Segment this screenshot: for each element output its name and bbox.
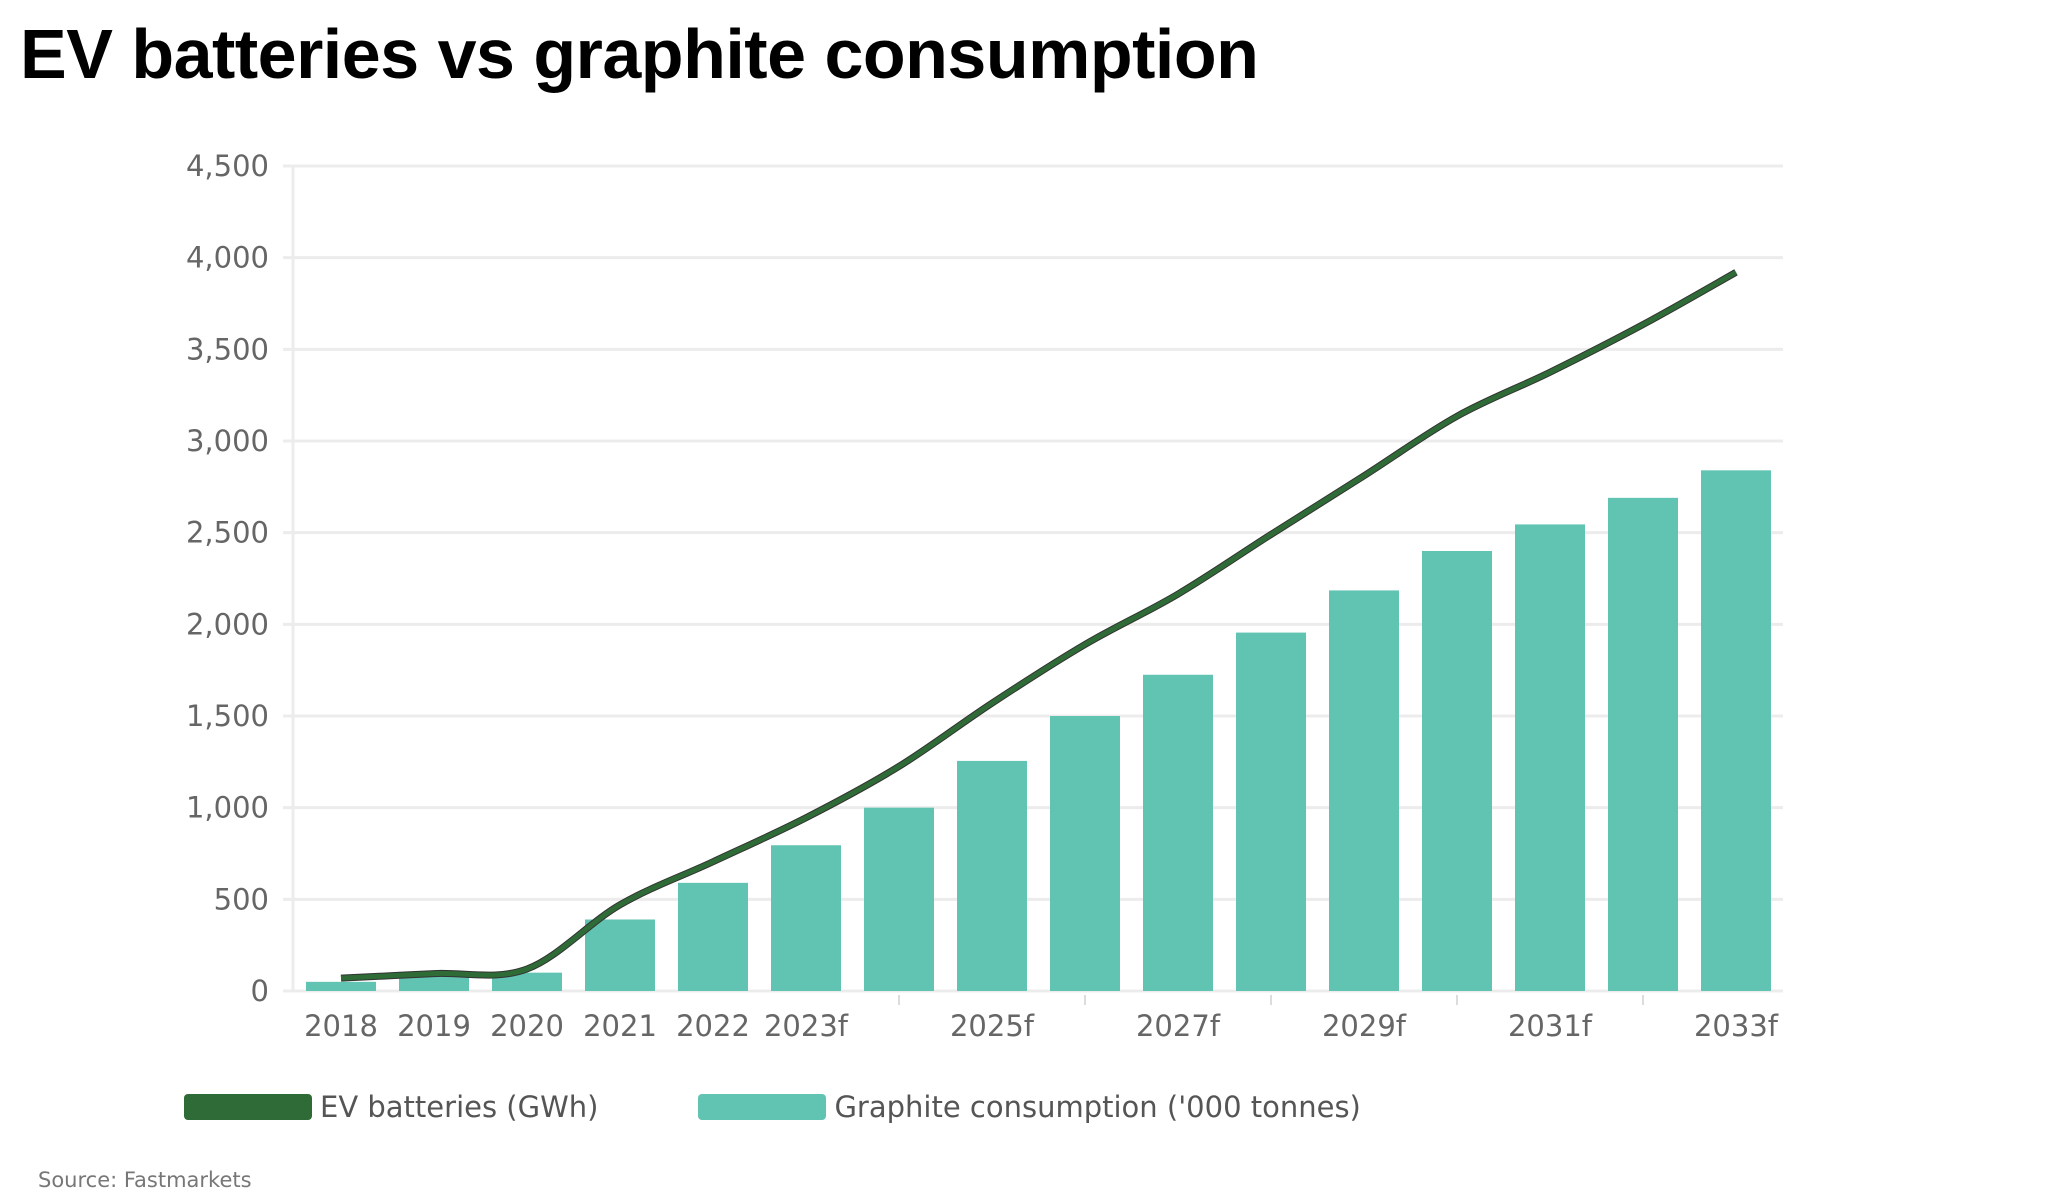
bar-2023f [771,845,841,991]
bar-2022 [678,882,748,991]
x-tick-label: 2022 [676,1009,750,1043]
legend-swatch-ev-batteries [184,1094,312,1120]
bar-2020 [492,972,562,991]
y-tick-label: 1,500 [186,699,269,733]
x-tick-label: 2019 [397,1009,471,1043]
y-tick-label: 2,500 [186,516,269,550]
bar-2024f [864,807,934,991]
y-tick-label: 2,000 [186,607,269,641]
legend: EV batteries (GWh) Graphite consumption … [184,1090,1461,1124]
bar-2019 [399,976,469,991]
legend-item-ev-batteries[interactable]: EV batteries (GWh) [184,1090,598,1124]
bar-2031f [1515,524,1585,991]
x-tick-label: 2025f [950,1009,1035,1043]
legend-swatch-graphite [698,1094,827,1120]
y-tick-label: 1,000 [186,791,269,825]
bar-2025f [957,760,1027,991]
x-tick-label: 2020 [490,1009,564,1043]
bar-2026f [1050,716,1120,991]
bar-2027f [1143,674,1213,991]
legend-label: Graphite consumption ('000 tonnes) [834,1090,1361,1124]
bar-2029f [1329,590,1399,991]
chart-title: EV batteries vs graphite consumption [20,15,1259,93]
bar-2021 [585,919,655,991]
y-tick-label: 4,500 [186,149,269,183]
bar-2032f [1608,497,1678,991]
line-ev-batteries [340,270,1738,981]
bar-2030f [1422,551,1492,991]
source-note: Source: Fastmarkets [38,1168,252,1192]
legend-item-graphite[interactable]: Graphite consumption ('000 tonnes) [698,1090,1361,1124]
y-tick-label: 3,000 [186,424,269,458]
x-tick-label: 2027f [1136,1009,1221,1043]
y-tick-label: 3,500 [186,332,269,366]
bar-2028f [1236,632,1306,991]
bar-2033f [1701,470,1771,991]
y-tick-label: 0 [251,974,269,1008]
x-tick-label: 2021 [583,1009,657,1043]
x-tick-label: 2018 [304,1009,378,1043]
bar-2018 [306,981,376,991]
y-tick-label: 500 [214,882,269,916]
x-tick-label: 2033f [1694,1009,1779,1043]
x-tick-label: 2031f [1508,1009,1593,1043]
x-tick-label: 2029f [1322,1009,1407,1043]
y-tick-label: 4,000 [186,241,269,275]
x-tick-label: 2023f [764,1009,849,1043]
legend-label: EV batteries (GWh) [320,1090,599,1124]
